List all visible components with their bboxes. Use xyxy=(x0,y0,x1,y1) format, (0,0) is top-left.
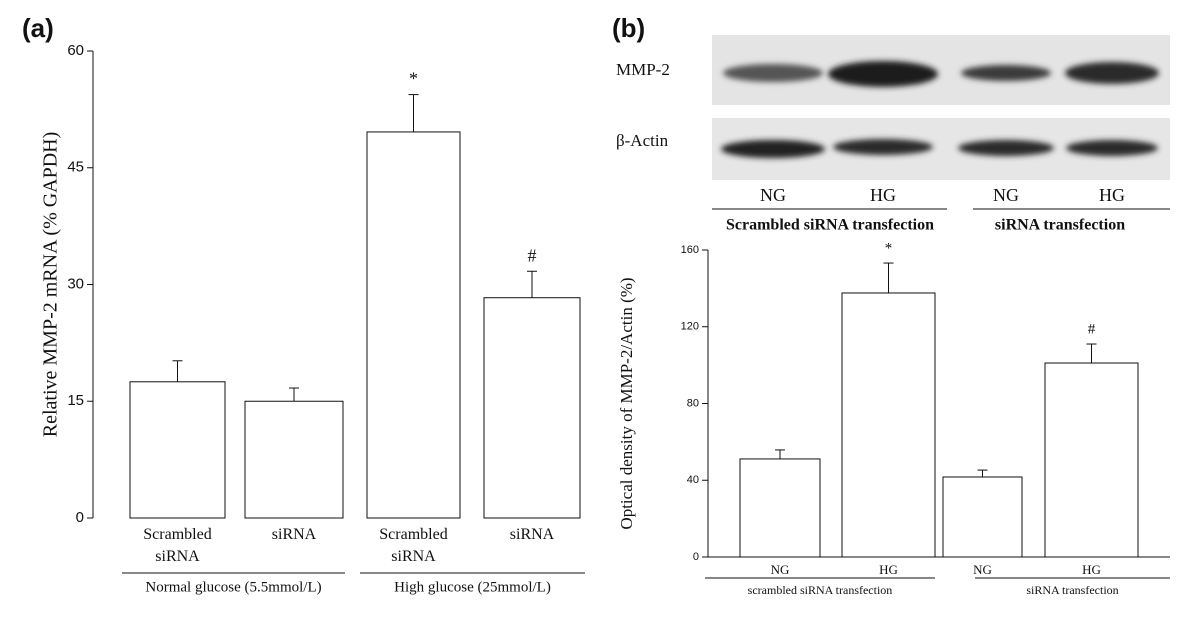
y-tick-label: 120 xyxy=(681,321,699,333)
y-tick-label: 45 xyxy=(67,159,84,176)
bands xyxy=(721,61,1159,158)
lane-label: NG xyxy=(993,185,1019,205)
x-tick-label: NG xyxy=(770,562,790,577)
group-label: Scrambled siRNA transfection xyxy=(726,217,934,234)
band xyxy=(723,64,823,82)
bar xyxy=(244,400,344,519)
x-tick-label: siRNA xyxy=(509,526,555,543)
bar xyxy=(739,458,821,558)
y-tick-label: 0 xyxy=(693,551,699,563)
group-label: Normal glucose (5.5mmol/L) xyxy=(145,579,321,595)
y-axis-label: Relative MMP-2 mRNA (% GAPDH) xyxy=(40,132,62,438)
y-tick-label: 40 xyxy=(687,474,699,486)
lane-label: HG xyxy=(1099,185,1125,205)
bar xyxy=(129,381,226,519)
band xyxy=(833,139,933,155)
x-tick-label: Scrambled siRNA xyxy=(143,526,212,565)
panel-label: (a) xyxy=(22,13,54,43)
bar xyxy=(1044,362,1139,558)
y-tick-label: 80 xyxy=(687,397,699,409)
significance-mark: # xyxy=(528,245,537,265)
group-label: siRNA transfection xyxy=(1026,583,1118,597)
group-label: scrambled siRNA transfection xyxy=(748,583,893,597)
x-tick-label: HG xyxy=(879,562,898,577)
band xyxy=(721,140,825,158)
significance-mark: # xyxy=(1088,321,1096,337)
lane-label: NG xyxy=(760,185,786,205)
significance-mark: * xyxy=(409,69,418,89)
bar xyxy=(841,292,936,558)
blot-row-label: MMP-2 xyxy=(616,60,670,79)
bar xyxy=(942,476,1023,558)
y-tick-label: 15 xyxy=(67,392,84,409)
bar xyxy=(366,131,461,519)
band xyxy=(961,65,1051,81)
band xyxy=(828,61,938,87)
y-tick-label: 160 xyxy=(681,244,699,256)
x-tick-label: HG xyxy=(1082,562,1101,577)
y-tick-label: 30 xyxy=(67,275,84,292)
band xyxy=(1065,62,1159,84)
blot-row-label: β-Actin xyxy=(616,131,669,150)
y-tick-label: 0 xyxy=(76,509,84,526)
y-axis-label: Optical density of MMP-2/Actin (%) xyxy=(617,277,636,529)
x-tick-label: NG xyxy=(973,562,992,577)
x-tick-label: siRNA xyxy=(271,526,317,543)
group-label: siRNA transfection xyxy=(995,217,1125,234)
lane-label: HG xyxy=(870,185,896,205)
western-blot: MMP-2 β-Actin xyxy=(616,35,1170,210)
band xyxy=(958,140,1054,156)
panel-label: (b) xyxy=(612,13,645,43)
significance-mark: * xyxy=(885,240,893,256)
bar xyxy=(483,297,581,519)
x-tick-label: Scrambled siRNA xyxy=(379,526,448,565)
y-tick-label: 60 xyxy=(67,42,84,59)
band xyxy=(1066,140,1158,156)
group-label: High glucose (25mmol/L) xyxy=(394,579,551,595)
